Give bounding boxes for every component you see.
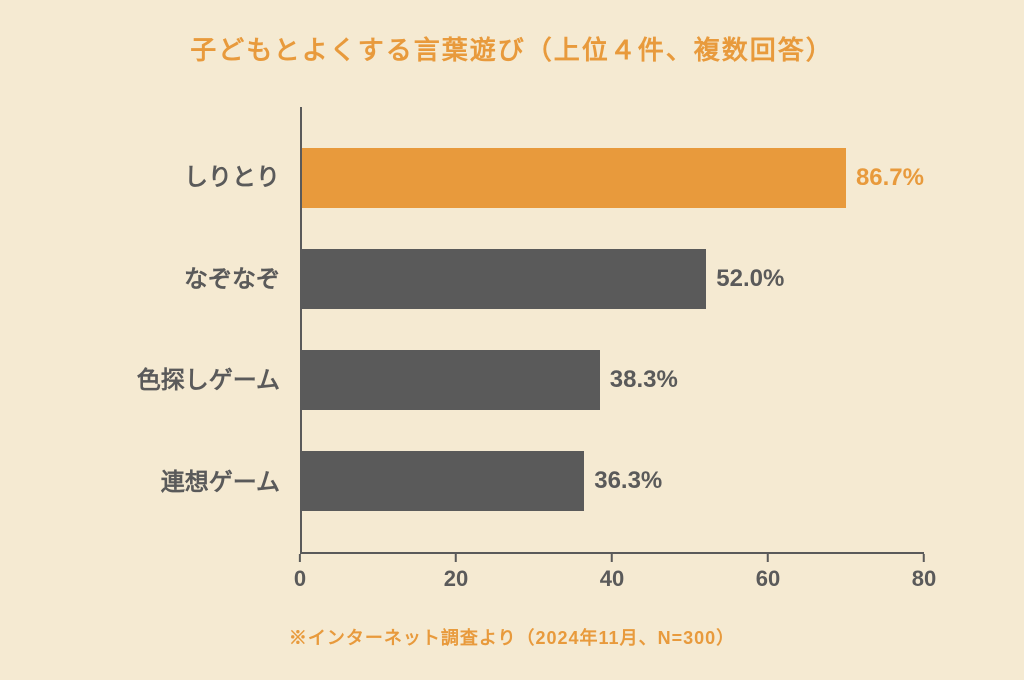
plot-area: しりとり なぞなぞ 色探しゲーム 連想ゲーム 86.7% 52.0% 38.3% — [100, 107, 924, 594]
x-axis: 020406080 — [300, 554, 924, 594]
x-tick: 80 — [912, 554, 936, 592]
bar-value-label: 52.0% — [716, 265, 784, 293]
bar — [302, 451, 584, 511]
x-tick: 40 — [600, 554, 624, 592]
x-tick-label: 40 — [600, 566, 624, 592]
bar-value-label: 38.3% — [610, 366, 678, 394]
bar-row: 36.3% — [302, 451, 924, 511]
category-label: 連想ゲーム — [100, 453, 300, 513]
chart-title: 子どもとよくする言葉遊び（上位４件、複数回答） — [60, 30, 964, 67]
category-label: 色探しゲーム — [100, 351, 300, 411]
x-tick: 60 — [756, 554, 780, 592]
x-tick-mark — [611, 554, 613, 562]
chart-container: 子どもとよくする言葉遊び（上位４件、複数回答） しりとり なぞなぞ 色探しゲーム… — [0, 0, 1024, 680]
category-label: なぞなぞ — [100, 250, 300, 310]
bars-box: 86.7% 52.0% 38.3% 36.3% — [300, 107, 924, 554]
y-axis-labels: しりとり なぞなぞ 色探しゲーム 連想ゲーム — [100, 107, 300, 554]
bar-value-label: 86.7% — [856, 164, 924, 192]
bar — [302, 249, 706, 309]
x-tick: 0 — [294, 554, 306, 592]
x-tick-label: 0 — [294, 566, 306, 592]
bar-row: 38.3% — [302, 350, 924, 410]
x-tick-label: 80 — [912, 566, 936, 592]
bar — [302, 148, 846, 208]
chart-footnote: ※インターネット調査より（2024年11月、N=300） — [60, 624, 964, 650]
category-label: しりとり — [100, 148, 300, 208]
x-tick-label: 60 — [756, 566, 780, 592]
x-tick-mark — [299, 554, 301, 562]
x-tick: 20 — [444, 554, 468, 592]
x-tick-mark — [923, 554, 925, 562]
x-tick-mark — [767, 554, 769, 562]
bars-region: しりとり なぞなぞ 色探しゲーム 連想ゲーム 86.7% 52.0% 38.3% — [100, 107, 924, 554]
x-tick-mark — [455, 554, 457, 562]
bar-row: 52.0% — [302, 249, 924, 309]
bar-value-label: 36.3% — [594, 467, 662, 495]
x-axis-ticks: 020406080 — [300, 554, 924, 594]
x-tick-label: 20 — [444, 566, 468, 592]
bar — [302, 350, 600, 410]
bar-row: 86.7% — [302, 148, 924, 208]
